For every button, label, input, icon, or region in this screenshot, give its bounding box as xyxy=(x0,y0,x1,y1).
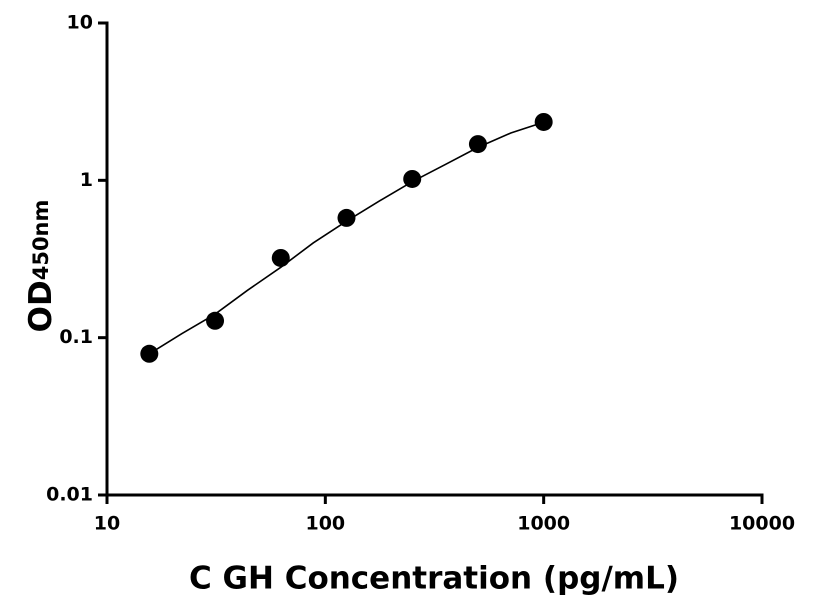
x-axis-label: C GH Concentration (pg/mL) xyxy=(189,561,679,597)
data-point xyxy=(206,311,225,330)
y-tick-label: 0.01 xyxy=(46,484,93,506)
data-point xyxy=(403,169,422,188)
x-tick-label: 10000 xyxy=(729,513,795,535)
data-point xyxy=(140,344,159,363)
x-tick-label: 10 xyxy=(94,513,120,535)
y-tick-label: 1 xyxy=(80,169,93,191)
y-axis-label-sub: 450nm xyxy=(29,200,53,281)
y-tick-label: 10 xyxy=(67,12,93,34)
data-point xyxy=(337,208,356,227)
data-point xyxy=(271,248,290,267)
data-point xyxy=(468,135,487,154)
y-axis-label-main: OD xyxy=(23,280,59,332)
y-axis-label: OD450nm xyxy=(23,200,59,333)
y-tick-label: 0.1 xyxy=(59,326,93,348)
x-tick-label: 100 xyxy=(305,513,345,535)
x-tick-label: 1000 xyxy=(517,513,570,535)
data-point xyxy=(534,112,553,131)
